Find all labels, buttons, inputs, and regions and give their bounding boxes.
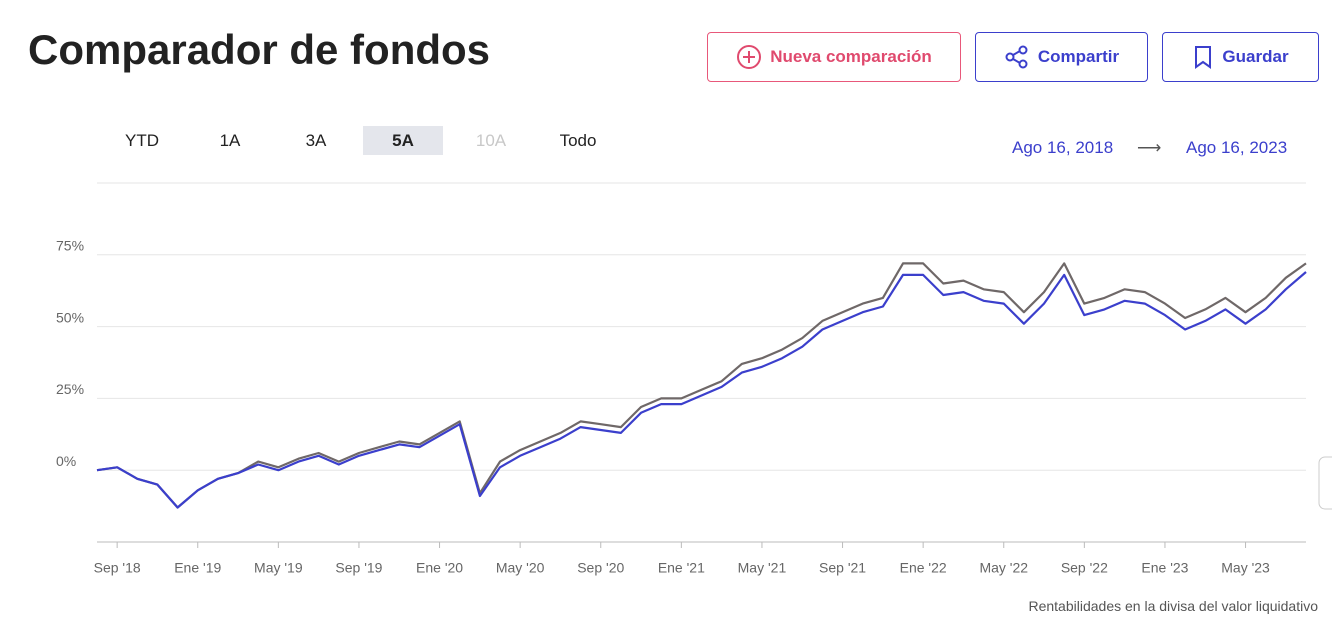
range-tab[interactable]: 1A	[219, 131, 241, 150]
side-handle[interactable]	[1318, 456, 1332, 510]
new-comparison-button[interactable]: Nueva comparación	[707, 32, 961, 82]
page-title: Comparador de fondos	[28, 26, 491, 73]
x-tick-label: May '22	[979, 560, 1028, 576]
button-label: Nueva comparación	[770, 47, 932, 66]
x-tick-label: Sep '19	[335, 560, 382, 576]
range-tab: 10A	[475, 131, 507, 150]
footnote: Rentabilidades en la divisa del valor li…	[1028, 598, 1318, 614]
x-tick-label: Sep '18	[94, 560, 141, 576]
x-tick-label: Sep '20	[577, 560, 624, 576]
x-tick-label: May '21	[738, 560, 787, 576]
plus-icon	[737, 45, 762, 69]
button-label: Guardar	[1222, 47, 1289, 66]
x-tick-label: Ene '22	[900, 560, 947, 576]
button-label: Compartir	[1037, 47, 1120, 66]
x-tick-label: Ene '19	[174, 560, 221, 576]
x-tick-label: May '23	[1221, 560, 1270, 576]
x-tick-label: Ene '23	[1141, 560, 1188, 576]
range-tab[interactable]: 3A	[305, 131, 327, 150]
range-tab[interactable]: 5A	[363, 126, 443, 155]
x-tick-label: May '19	[254, 560, 303, 576]
x-tick-label: May '20	[496, 560, 545, 576]
range-tab[interactable]: YTD	[125, 131, 159, 150]
y-tick-label: 50%	[56, 309, 84, 325]
y-tick-label: 0%	[56, 453, 76, 469]
x-tick-label: Ene '20	[416, 560, 463, 576]
x-tick-label: Sep '22	[1061, 560, 1108, 576]
chart: 0% 25% 50% 75% Sep '18 Ene '19 May '19 Sep '19 E…	[56, 182, 1332, 576]
save-button[interactable]: Guardar	[1162, 32, 1319, 82]
y-tick-label: 25%	[56, 381, 84, 397]
y-tick-label: 75%	[56, 238, 84, 254]
share-icon	[1005, 45, 1028, 69]
bookmark-icon	[1195, 46, 1212, 69]
end-date[interactable]: Ago 16, 2023	[1186, 138, 1288, 157]
start-date[interactable]: Ago 16, 2018	[1012, 138, 1114, 157]
range-tab[interactable]: Todo	[559, 131, 597, 150]
series-line	[96, 271, 1307, 509]
share-button[interactable]: Compartir	[975, 32, 1148, 82]
date-arrow: ⟶	[1137, 138, 1162, 157]
x-tick-label: Ene '21	[658, 560, 705, 576]
series-line	[96, 262, 1307, 509]
x-tick-label: Sep '21	[819, 560, 866, 576]
